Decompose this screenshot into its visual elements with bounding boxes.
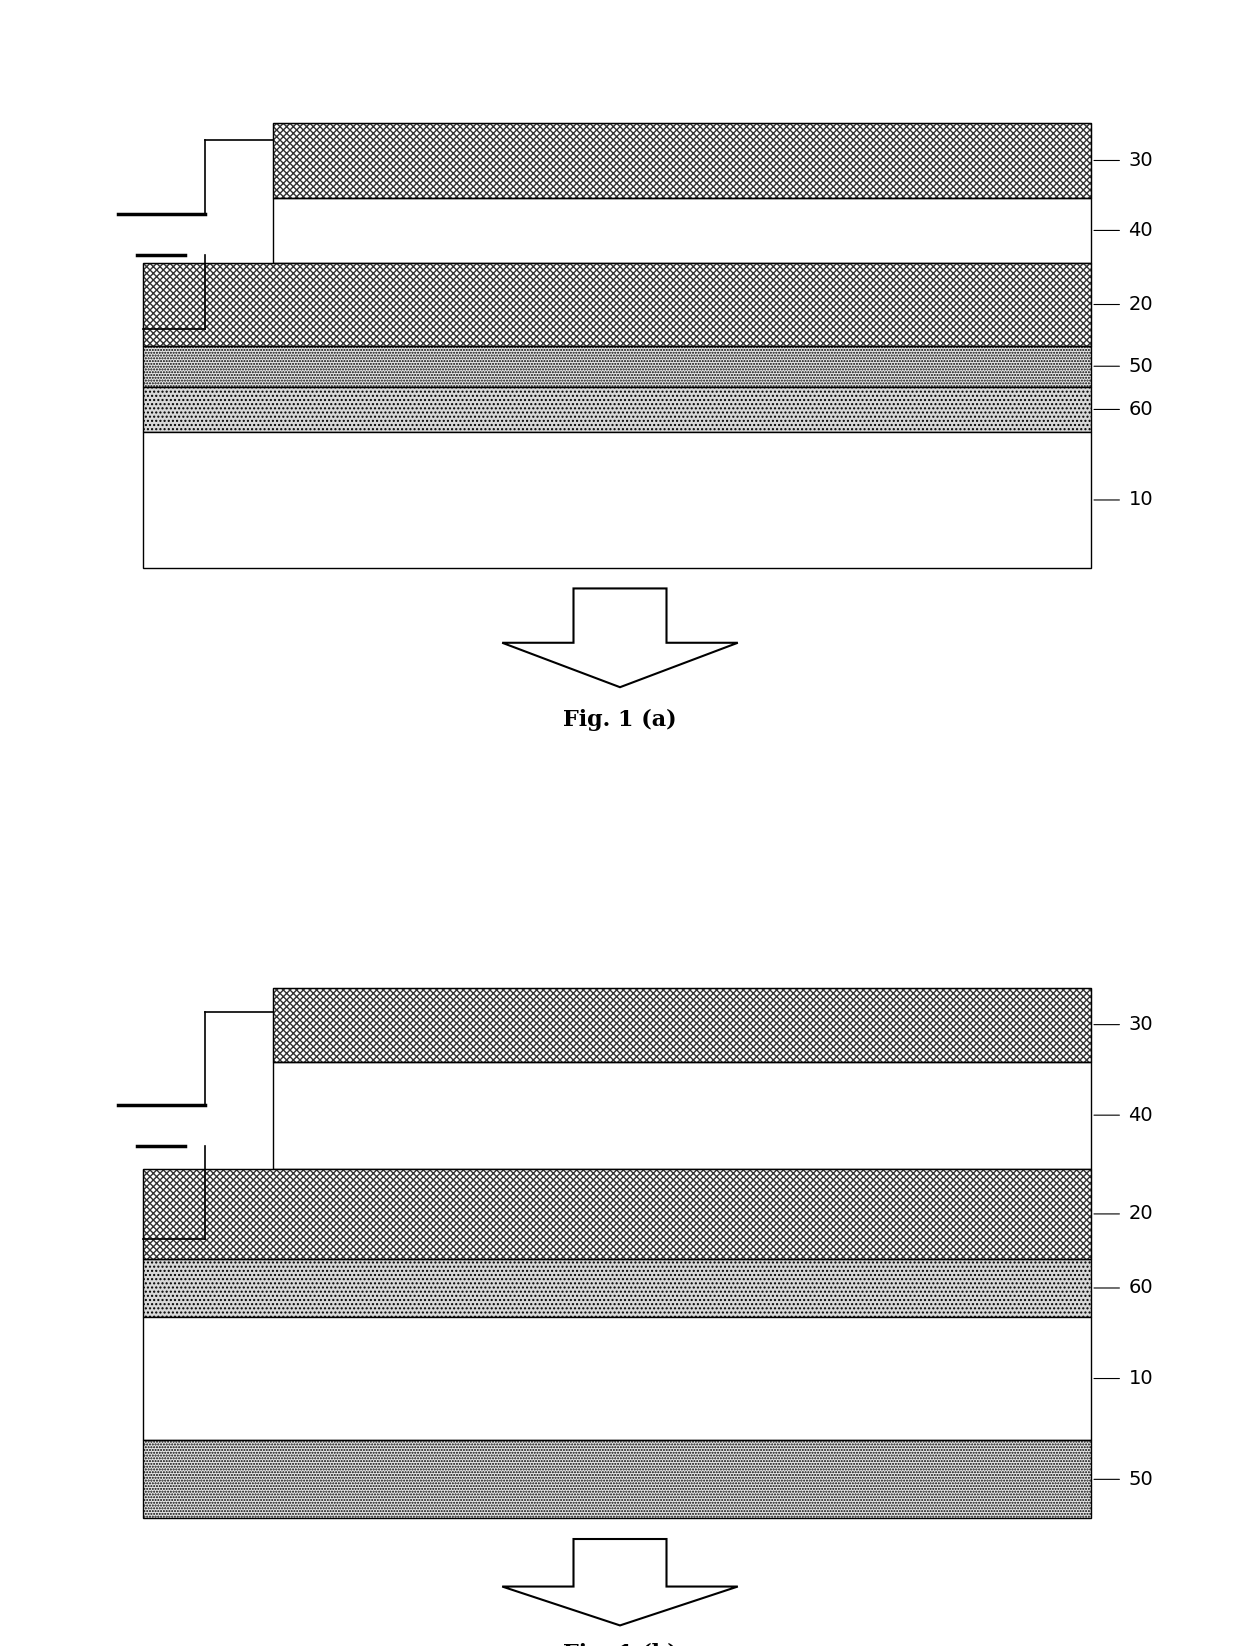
- Bar: [143, 1169, 1091, 1259]
- Bar: [143, 1169, 1091, 1259]
- Bar: [273, 1062, 1091, 1169]
- Bar: [273, 198, 1091, 263]
- Bar: [143, 263, 1091, 346]
- Bar: [143, 387, 1091, 433]
- Text: 40: 40: [1128, 1106, 1153, 1124]
- Text: 50: 50: [1128, 357, 1153, 375]
- Text: 20: 20: [1128, 295, 1153, 314]
- Text: 50: 50: [1128, 1470, 1153, 1490]
- Bar: [143, 346, 1091, 387]
- Bar: [143, 1317, 1091, 1440]
- Bar: [143, 1440, 1091, 1518]
- Text: 60: 60: [1128, 1279, 1153, 1297]
- Bar: [143, 1259, 1091, 1317]
- Bar: [273, 123, 1091, 198]
- Polygon shape: [502, 1539, 738, 1626]
- Text: 30: 30: [1128, 1016, 1153, 1034]
- Text: 40: 40: [1128, 221, 1153, 240]
- Text: Fig. 1 (a): Fig. 1 (a): [563, 709, 677, 731]
- Polygon shape: [502, 589, 738, 688]
- Bar: [273, 988, 1091, 1062]
- Bar: [273, 988, 1091, 1062]
- Text: 60: 60: [1128, 400, 1153, 420]
- Text: Fig. 1 (b): Fig. 1 (b): [563, 1643, 677, 1646]
- Text: 30: 30: [1128, 151, 1153, 170]
- Bar: [143, 263, 1091, 346]
- Text: 10: 10: [1128, 491, 1153, 510]
- Text: 20: 20: [1128, 1205, 1153, 1223]
- Bar: [273, 123, 1091, 198]
- Text: 10: 10: [1128, 1369, 1153, 1388]
- Bar: [143, 431, 1091, 568]
